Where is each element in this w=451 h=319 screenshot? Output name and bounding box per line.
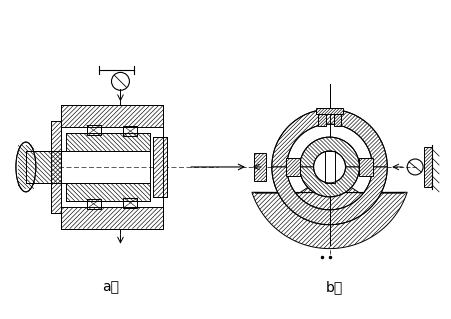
Bar — [123, 198, 137, 208]
Polygon shape — [26, 151, 60, 183]
Polygon shape — [317, 114, 325, 126]
Bar — [87, 199, 100, 209]
Bar — [123, 126, 137, 136]
Polygon shape — [253, 153, 265, 181]
Polygon shape — [333, 114, 341, 126]
Polygon shape — [51, 121, 60, 213]
Polygon shape — [271, 167, 387, 225]
Polygon shape — [65, 133, 150, 151]
Bar — [324, 151, 334, 183]
Polygon shape — [423, 147, 431, 187]
Polygon shape — [299, 167, 359, 197]
Text: b）: b） — [325, 280, 342, 294]
Polygon shape — [60, 207, 163, 229]
Polygon shape — [251, 181, 406, 249]
Polygon shape — [285, 158, 299, 176]
Polygon shape — [60, 105, 163, 127]
Polygon shape — [153, 137, 167, 197]
Polygon shape — [358, 158, 372, 176]
Polygon shape — [65, 183, 150, 201]
Polygon shape — [18, 145, 34, 189]
Polygon shape — [299, 137, 359, 167]
Polygon shape — [315, 108, 343, 114]
Text: a）: a） — [102, 280, 119, 294]
Polygon shape — [271, 109, 387, 167]
Bar — [87, 125, 100, 135]
